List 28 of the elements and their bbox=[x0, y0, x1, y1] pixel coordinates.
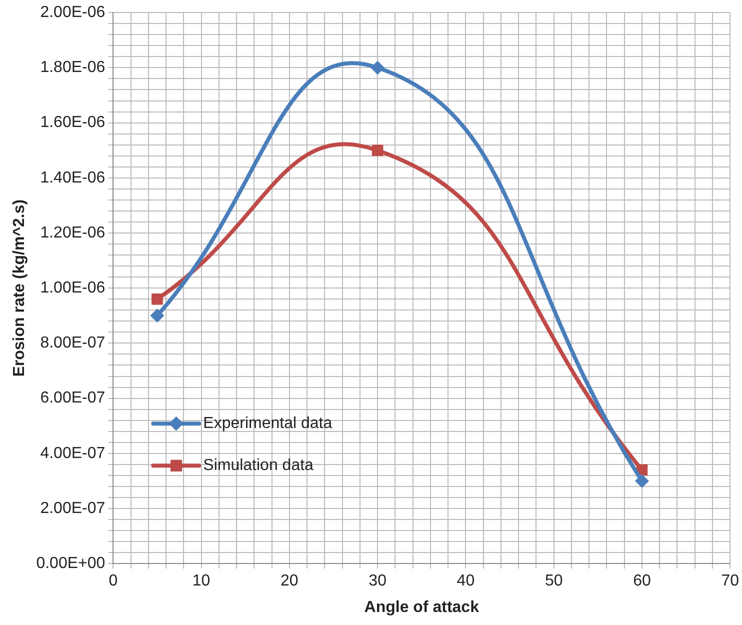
point bbox=[372, 144, 384, 156]
y-tick-label: 2.00E-06 bbox=[40, 4, 106, 22]
x-tick-label: 0 bbox=[108, 572, 118, 590]
y-tick-label: 2.00E-07 bbox=[40, 500, 106, 517]
x-axis-title: Angle of attack bbox=[364, 598, 480, 616]
point bbox=[634, 474, 649, 488]
y-tick-label: 1.20E-06 bbox=[40, 224, 106, 242]
y-tick-label: 8.00E-07 bbox=[40, 334, 106, 352]
legend-label: Experimental data bbox=[203, 415, 332, 432]
x-tick-label: 70 bbox=[721, 572, 740, 590]
y-axis-title: Erosion rate (kg/m^2.s) bbox=[11, 199, 28, 377]
point bbox=[150, 308, 164, 323]
x-tick-label: 60 bbox=[633, 572, 651, 590]
y-tick-label: 1.60E-06 bbox=[40, 114, 106, 132]
y-tick-label: 0.00E+00 bbox=[36, 555, 106, 572]
point bbox=[370, 60, 385, 75]
y-tick-label: 1.00E-06 bbox=[40, 280, 106, 297]
point bbox=[152, 293, 163, 305]
x-tick-label: 20 bbox=[280, 572, 298, 590]
legend-label: Simulation data bbox=[203, 457, 314, 474]
x-tick-label: 30 bbox=[368, 572, 387, 590]
y-tick-label: 1.40E-06 bbox=[40, 169, 106, 186]
y-tick-label: 4.00E-07 bbox=[40, 444, 106, 462]
x-tick-label: 10 bbox=[192, 572, 210, 590]
x-tick-label: 50 bbox=[544, 572, 563, 590]
y-tick-label: 1.80E-06 bbox=[40, 59, 106, 76]
y-tick-label: 6.00E-07 bbox=[40, 390, 106, 407]
x-tick-label: 40 bbox=[456, 572, 475, 590]
